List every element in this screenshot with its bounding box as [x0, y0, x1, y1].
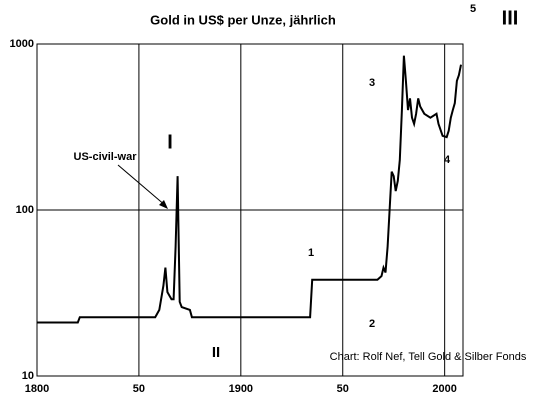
x-tick-label: 1900	[229, 383, 253, 395]
annotation: II	[212, 344, 220, 361]
annotation: 2	[369, 318, 375, 330]
annotation: 3	[369, 77, 375, 89]
annotation: Chart: Rolf Nef, Tell Gold & Silber Fond…	[330, 351, 527, 363]
y-tick-label: 1000	[10, 38, 34, 50]
y-tick-label: 100	[16, 204, 34, 216]
y-tick-label: 10	[22, 370, 34, 382]
annotation: I	[167, 131, 173, 153]
annotation: 4	[444, 154, 451, 166]
arrow-head	[159, 200, 168, 209]
x-tick-label: 50	[337, 383, 349, 395]
x-tick-label: 1800	[25, 383, 49, 395]
data-line	[37, 55, 462, 324]
annotation: US-civil-war	[74, 151, 138, 163]
x-tick-label: 50	[133, 383, 145, 395]
annotation: III	[502, 7, 519, 29]
chart-title: Gold in US$ per Unze, jährlich	[150, 12, 336, 27]
x-tick-label: 2000	[432, 383, 456, 395]
annotation: 1	[308, 247, 314, 259]
arrow	[117, 164, 167, 207]
annotation: 5	[470, 3, 476, 15]
